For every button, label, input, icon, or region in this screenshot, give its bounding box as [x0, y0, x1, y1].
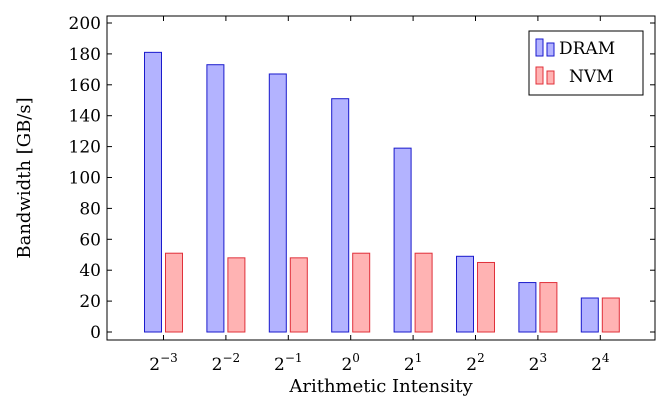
bar-dram-1	[206, 64, 225, 333]
y-tick-label: 180	[69, 45, 101, 65]
bar-nvm-1	[227, 257, 246, 333]
x-tick-label: 2−1	[274, 351, 303, 375]
bar-dram-2	[268, 73, 287, 333]
x-tick-exponent: 0	[352, 351, 360, 365]
x-tick-label: 21	[404, 351, 422, 375]
x-tick-base: 2	[529, 355, 540, 375]
bar-nvm-2	[289, 257, 308, 333]
y-tick-label: 0	[90, 323, 101, 343]
bar-nvm-0	[165, 252, 183, 333]
bar-dram-4	[393, 147, 412, 333]
bar-dram-0	[144, 51, 162, 333]
y-tick-label: 120	[69, 138, 101, 158]
legend-swatch-dram	[535, 38, 544, 57]
x-tick-base: 2	[591, 355, 602, 375]
x-tick-exponent: 1	[415, 351, 423, 365]
x-tick-exponent: −1	[285, 351, 303, 365]
legend-swatch-nvm	[535, 66, 544, 85]
y-tick-label: 100	[69, 169, 101, 189]
x-tick-exponent: 4	[602, 351, 610, 365]
y-tick-label: 200	[69, 14, 101, 34]
x-tick-label: 23	[529, 351, 547, 375]
legend-swatch-nvm-2	[546, 70, 555, 85]
x-tick-exponent: −2	[222, 351, 240, 365]
x-tick-base: 2	[212, 355, 223, 375]
y-axis-title: Bandwidth [GB/s]	[14, 97, 35, 258]
x-tick-exponent: −3	[160, 351, 178, 365]
bar-dram-5	[456, 255, 474, 333]
x-axis: 2−3 2−2 2−1 20 21 22 23 24	[149, 16, 610, 375]
x-tick-exponent: 3	[539, 351, 547, 365]
x-tick-label: 2−3	[149, 351, 178, 375]
y-tick-label: 140	[69, 107, 101, 127]
x-tick-base: 2	[466, 355, 477, 375]
x-tick-base: 2	[149, 355, 160, 375]
y-axis: 0 20 40 60 80 100 120 140 160 180 200	[69, 14, 655, 343]
x-tick-label: 24	[591, 351, 610, 375]
bar-nvm-4	[414, 252, 433, 333]
y-tick-label: 60	[79, 230, 101, 250]
bar-nvm-5	[477, 261, 495, 333]
bar-dram-7	[580, 297, 599, 333]
x-tick-label: 22	[466, 351, 484, 375]
x-tick-label: 20	[341, 351, 359, 375]
x-tick-base: 2	[274, 355, 285, 375]
y-tick-label: 20	[79, 292, 101, 312]
bars-layer	[144, 51, 620, 333]
bar-dram-3	[331, 98, 350, 333]
bar-nvm-3	[352, 252, 371, 333]
bar-nvm-6	[539, 282, 558, 333]
x-tick-label: 2−2	[212, 351, 241, 375]
x-axis-title: Arithmetic Intensity	[288, 376, 473, 397]
bar-dram-6	[518, 282, 537, 333]
y-tick-label: 160	[69, 76, 101, 96]
x-tick-exponent: 2	[477, 351, 485, 365]
legend: DRAM NVM	[528, 30, 644, 96]
y-tick-label: 40	[79, 261, 101, 281]
legend-swatch-dram-2	[546, 42, 555, 57]
x-tick-base: 2	[404, 355, 415, 375]
y-tick-label: 80	[79, 199, 101, 219]
bar-nvm-7	[601, 297, 620, 333]
legend-label-nvm: NVM	[569, 67, 614, 87]
plot-frame	[106, 15, 656, 341]
x-tick-base: 2	[341, 355, 352, 375]
legend-label-dram: DRAM	[559, 39, 615, 59]
